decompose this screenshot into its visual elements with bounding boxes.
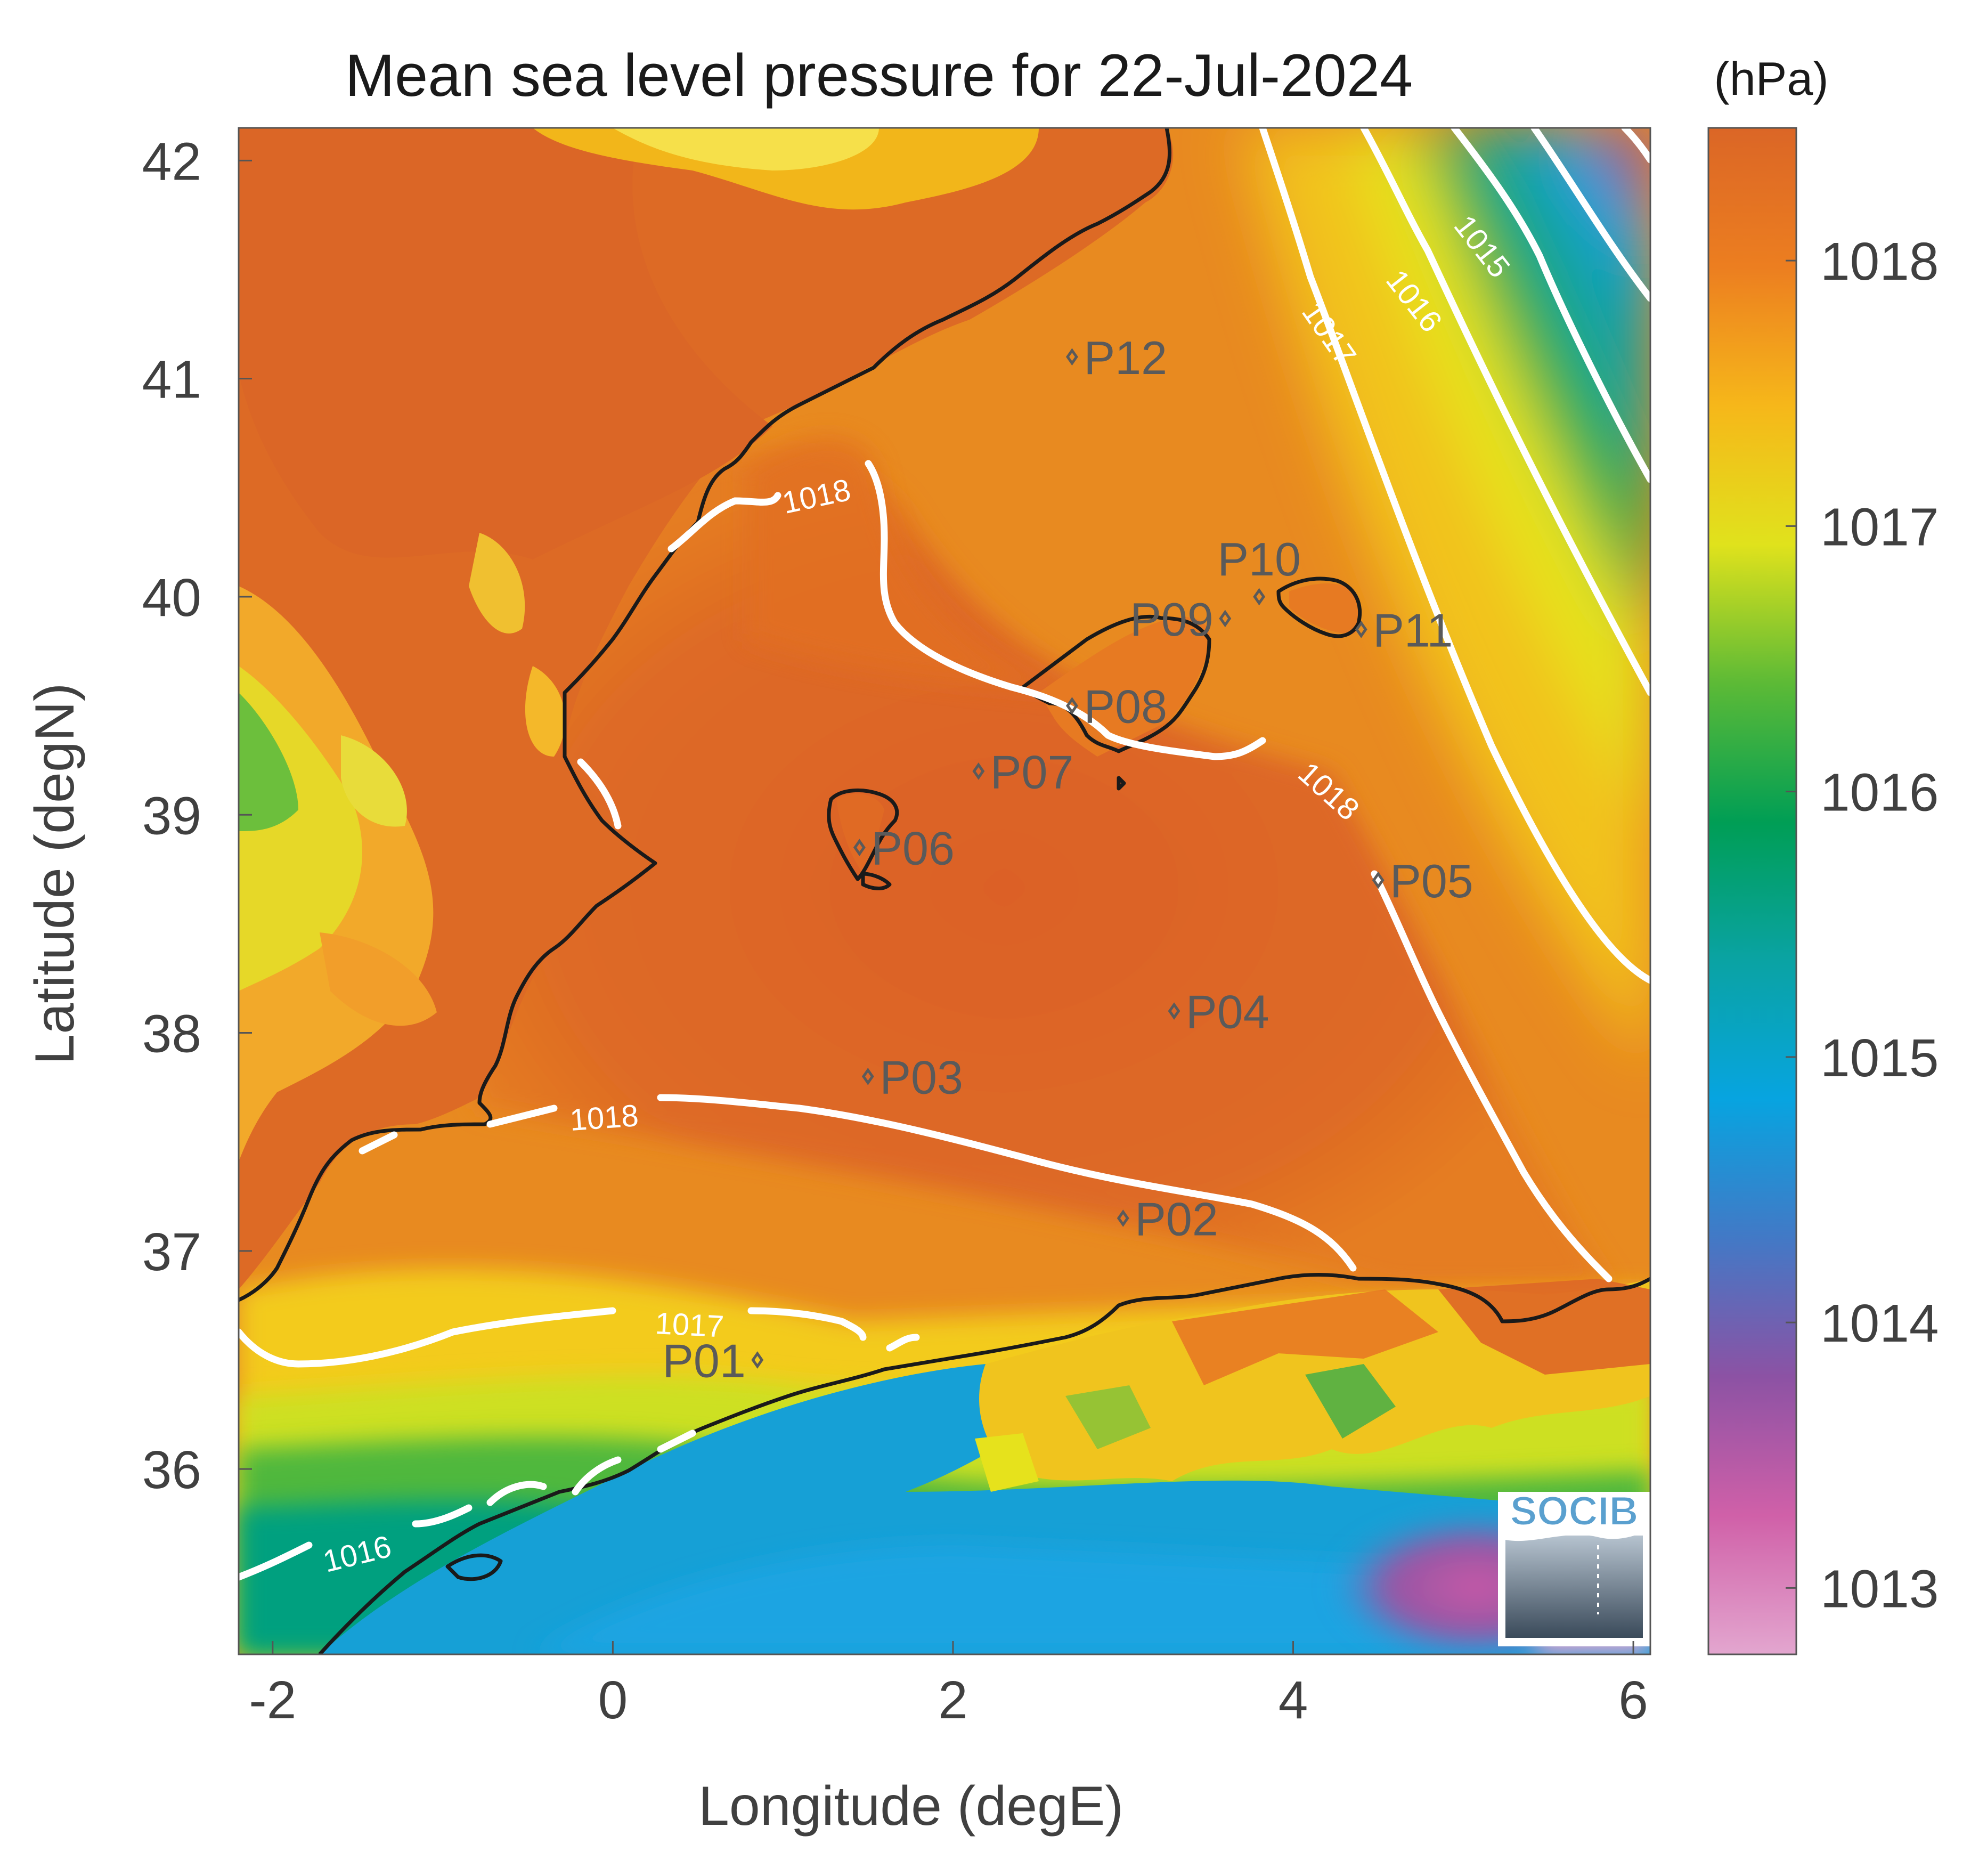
colorbar: (hPa) 1013 1014 1015 1016 1017 1018 — [1707, 52, 1939, 1655]
x-tick-label: 0 — [598, 1670, 628, 1730]
station-label: P08 — [1084, 680, 1167, 733]
y-tick-label: 42 — [142, 132, 201, 191]
station-label: P02 — [1135, 1192, 1218, 1245]
north-africa-coastline — [318, 1273, 1650, 1654]
coastlines — [239, 128, 1650, 1654]
station-marker — [853, 839, 866, 856]
y-tick-label: 37 — [142, 1222, 201, 1282]
station-marker — [751, 1351, 764, 1369]
y-axis-label: Latitude (degN) — [24, 683, 86, 1065]
socib-logo-text: SOCIB — [1510, 1489, 1639, 1534]
y-tick-label: 38 — [142, 1004, 201, 1064]
isobar-1014 — [1621, 128, 1650, 164]
y-tick-label: 36 — [142, 1440, 201, 1500]
isobar-1017 — [1259, 128, 1650, 984]
station-marker — [1372, 871, 1385, 889]
colorbar-tick-label: 1016 — [1820, 763, 1939, 823]
colorbar-tick-label: 1015 — [1820, 1028, 1939, 1088]
station-label: P09 — [1130, 593, 1214, 646]
iberian-coastline — [239, 128, 1172, 1302]
colorbar-tick-label: 1017 — [1820, 497, 1939, 557]
isobar-1018-south — [359, 1094, 1357, 1272]
station-marker — [1355, 621, 1367, 638]
station-label: P05 — [1390, 855, 1473, 907]
x-tick-label: -2 — [249, 1670, 296, 1730]
x-axis-label: Longitude (degE) — [698, 1775, 1123, 1837]
station-marker — [1219, 610, 1232, 628]
isobar-1014b — [1530, 128, 1650, 302]
socib-logo: SOCIB — [1498, 1488, 1650, 1646]
station-marker — [1168, 1002, 1180, 1020]
station-marker — [972, 762, 985, 780]
ibiza-coastline — [827, 788, 899, 881]
isobar-1018-west — [577, 758, 622, 830]
x-tick-label: 4 — [1278, 1670, 1308, 1730]
colorbar-tick-label: 1018 — [1820, 232, 1939, 291]
colorbar-tick-label: 1013 — [1820, 1559, 1939, 1619]
colorbar-unit: (hPa) — [1714, 52, 1828, 105]
y-tick-label: 39 — [142, 786, 201, 846]
menorca-coastline — [1276, 576, 1362, 638]
station-label: P03 — [880, 1051, 963, 1103]
x-tick-label: 2 — [938, 1670, 968, 1730]
station-marker — [1066, 348, 1078, 366]
isobar-1016 — [1360, 128, 1650, 696]
station-label: P07 — [990, 745, 1074, 798]
y-tick-label: 41 — [142, 350, 201, 410]
station-label: P06 — [871, 822, 955, 875]
station-marker — [1253, 588, 1266, 606]
isobar-1016-south — [239, 1430, 696, 1581]
y-axis: 42 41 40 39 38 37 36 — [142, 132, 252, 1500]
colorbar-frame — [1707, 127, 1797, 1655]
formentera-coastline — [861, 872, 892, 890]
isobars — [239, 128, 1650, 1581]
isobar-label: 1017 — [654, 1306, 724, 1344]
cabrera-coastline — [1117, 776, 1126, 791]
station-marker — [1066, 697, 1078, 714]
isobar-1015 — [1451, 128, 1650, 483]
isobar-1017-south — [239, 1307, 920, 1368]
figure-title: Mean sea level pressure for 22-Jul-2024 — [345, 42, 1413, 109]
station-label: P04 — [1186, 986, 1269, 1038]
isobar-1018-north — [667, 460, 1613, 1282]
station-label: P12 — [1084, 331, 1167, 384]
mallorca-coastline — [1021, 614, 1211, 753]
y-tick-label: 40 — [142, 568, 201, 628]
station-label: P11 — [1373, 604, 1453, 656]
station-marker — [861, 1068, 874, 1085]
station-label: P10 — [1217, 533, 1301, 586]
station-label: P01 — [662, 1334, 746, 1387]
colorbar-tick-label: 1014 — [1820, 1294, 1939, 1353]
x-tick-label: 6 — [1618, 1670, 1648, 1730]
alboran-coastline — [445, 1553, 503, 1581]
x-axis: -2 0 2 4 6 — [249, 1641, 1648, 1730]
isobar-label: 1018 — [569, 1098, 640, 1138]
station-marker — [1117, 1209, 1129, 1227]
colorbar-gradient — [1708, 128, 1796, 1654]
pressure-field — [239, 128, 1650, 1654]
map-frame — [238, 127, 1651, 1655]
